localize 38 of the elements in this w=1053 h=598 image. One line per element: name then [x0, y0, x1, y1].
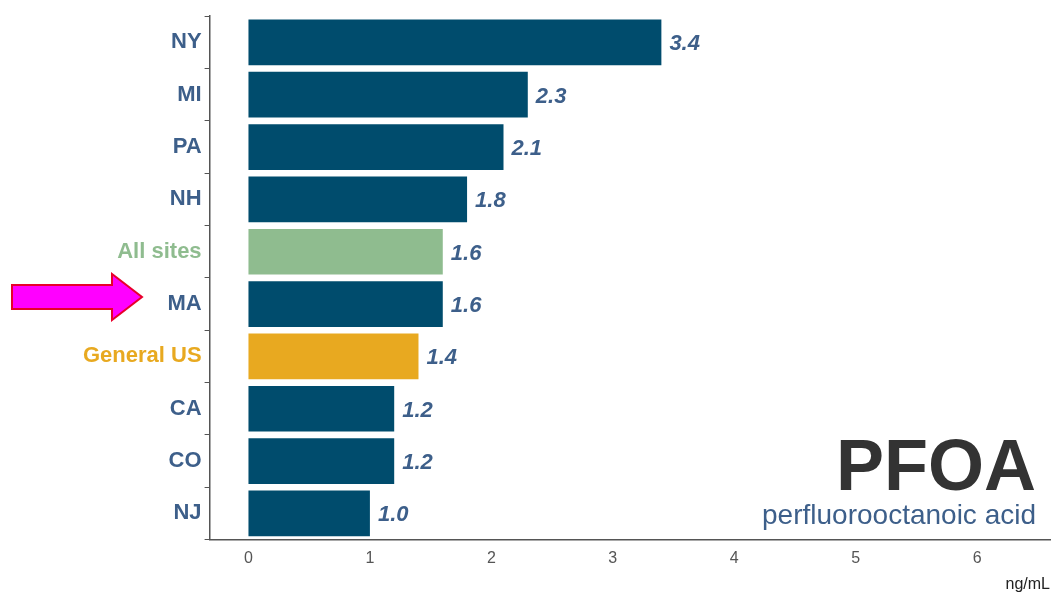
x-tick-label: 6 [972, 548, 982, 566]
bar [248, 19, 662, 66]
y-tick-label: PA [172, 133, 202, 159]
y-tick-label: MA [167, 290, 202, 316]
data-label: 1.4 [426, 344, 458, 370]
x-tick-label: 5 [851, 548, 861, 566]
data-label: 2.1 [510, 135, 543, 161]
data-label: 1.6 [450, 292, 483, 318]
data-label: 1.2 [402, 396, 434, 422]
y-tick-label: NY [171, 28, 202, 54]
data-label: 3.4 [669, 30, 700, 56]
y-tick-label: NJ [173, 499, 202, 525]
y-tick-label: CO [168, 447, 202, 473]
x-tick-label: 0 [244, 548, 254, 566]
bar [248, 228, 443, 275]
bar [248, 333, 419, 380]
y-tick-label: NH [169, 185, 202, 211]
bar [248, 438, 395, 484]
x-axis-title: ng/mL [1005, 574, 1051, 592]
bar [248, 124, 504, 170]
bar [248, 71, 528, 118]
x-tick-label: 2 [486, 548, 496, 566]
data-label: 1.2 [402, 449, 434, 475]
x-tick-label: 3 [608, 548, 618, 566]
data-label: 1.0 [377, 501, 410, 527]
x-tick-label: 1 [365, 548, 375, 566]
data-label: 1.6 [450, 239, 483, 265]
y-tick-label: MI [177, 80, 202, 106]
y-tick-label: CA [169, 394, 202, 420]
bar [248, 385, 395, 432]
x-tick-label: 4 [729, 548, 739, 566]
bar [248, 490, 370, 537]
y-tick-label: General US [83, 342, 202, 368]
bar [248, 176, 468, 223]
y-tick-label: All sites [117, 237, 202, 263]
bar [248, 281, 443, 327]
data-label: 1.8 [475, 187, 507, 213]
data-label: 2.3 [534, 82, 567, 108]
